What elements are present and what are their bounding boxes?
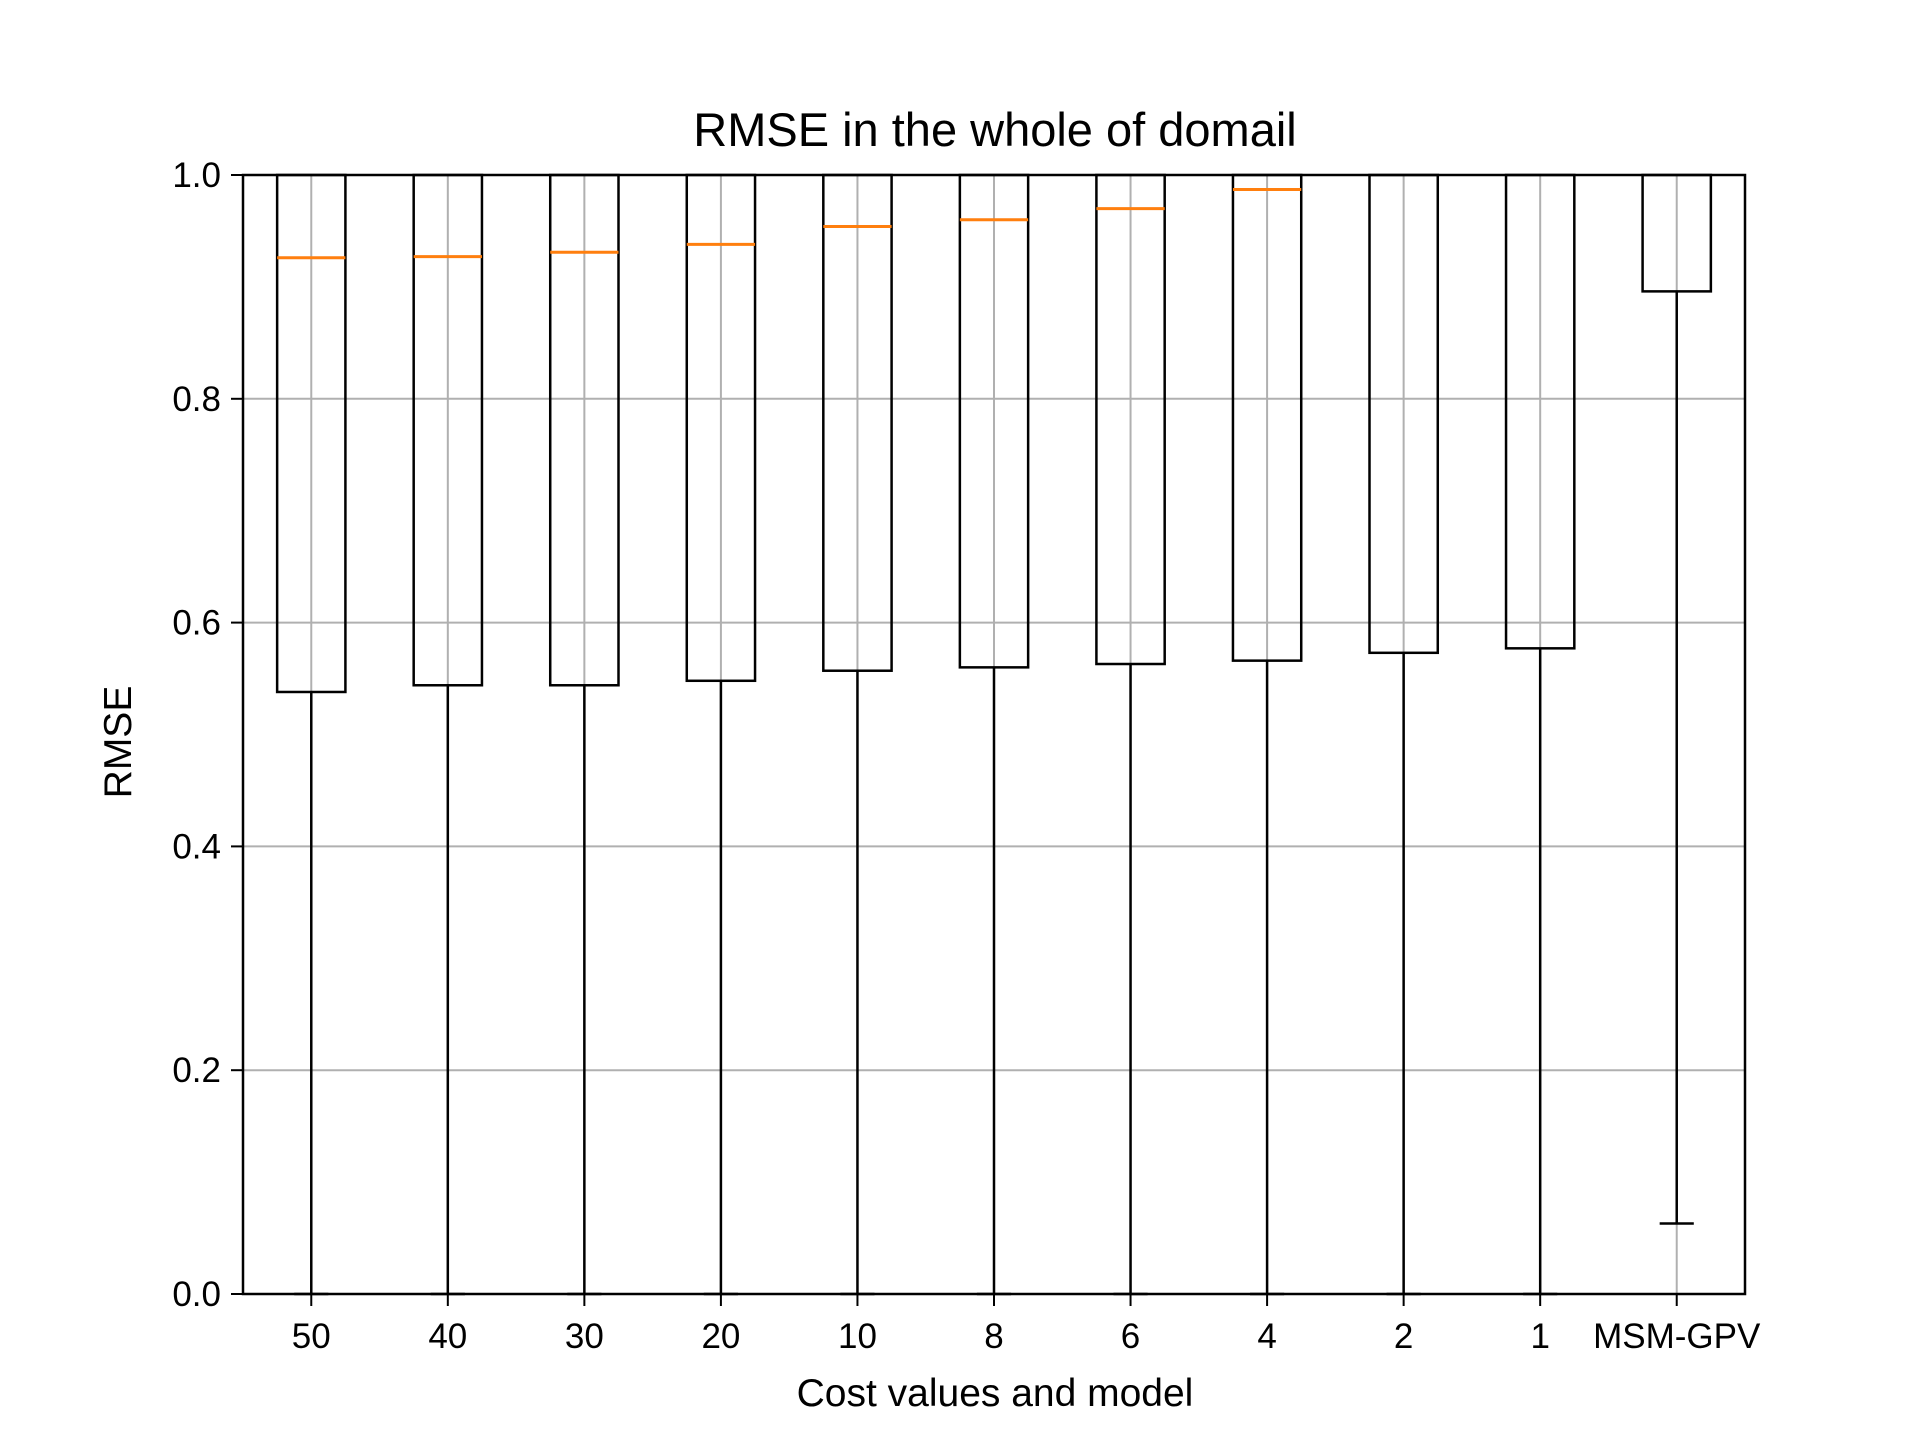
chart-title: RMSE in the whole of domail	[693, 103, 1296, 156]
y-tick-label: 0.6	[172, 604, 221, 643]
x-axis-label: Cost values and model	[797, 1372, 1194, 1415]
x-tick-label: 2	[1394, 1317, 1413, 1356]
y-tick-label: 1.0	[172, 156, 221, 195]
y-tick-label: 0.2	[172, 1051, 221, 1090]
x-tick-label: 40	[428, 1317, 467, 1356]
x-tick-label: 20	[701, 1317, 740, 1356]
y-tick-label: 0.4	[172, 827, 221, 866]
x-tick-label: 10	[838, 1317, 877, 1356]
y-tick-label: 0.8	[172, 380, 221, 419]
x-tick-label: 4	[1257, 1317, 1276, 1356]
x-tick-label: 30	[565, 1317, 604, 1356]
x-tick-label: 50	[292, 1317, 331, 1356]
y-tick-label: 0.0	[172, 1275, 221, 1314]
x-tick-label: 1	[1530, 1317, 1549, 1356]
x-tick-label: 8	[984, 1317, 1003, 1356]
x-tick-label: MSM-GPV	[1593, 1317, 1761, 1356]
y-axis-label: RMSE	[97, 686, 140, 799]
x-tick-label: 6	[1121, 1317, 1140, 1356]
tick-layer: 0.0 0.2 0.4 0.6 0.8 1.0 50 40 30 20 10 8 6 4 2 1 MSM-GPV	[172, 156, 1761, 1356]
